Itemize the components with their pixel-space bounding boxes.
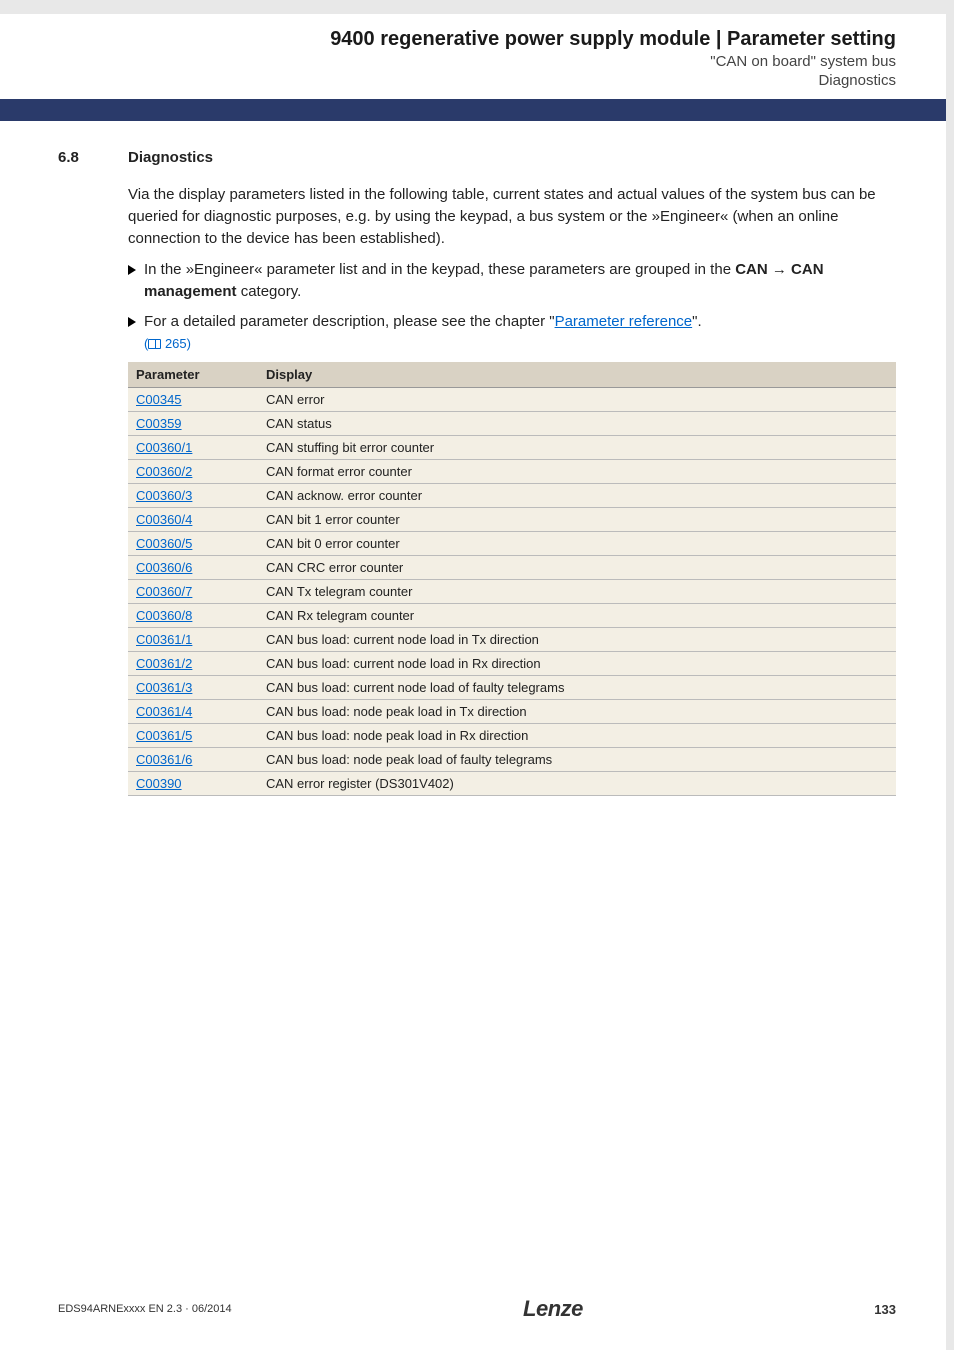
display-cell: CAN bus load: node peak load of faulty t… xyxy=(258,748,896,772)
parameter-link[interactable]: C00359 xyxy=(136,416,182,431)
table-row: C00361/5 CAN bus load: node peak load in … xyxy=(128,724,896,748)
bullet-2: For a detailed parameter description, pl… xyxy=(144,311,702,355)
display-cell: CAN Rx telegram counter xyxy=(258,604,896,628)
display-cell: CAN bus load: node peak load in Rx direc… xyxy=(258,724,896,748)
parameter-link[interactable]: C00390 xyxy=(136,776,182,791)
table-row: C00360/2 CAN format error counter xyxy=(128,460,896,484)
table-row: C00360/4 CAN bit 1 error counter xyxy=(128,508,896,532)
display-cell: CAN bus load: current node load in Rx di… xyxy=(258,652,896,676)
parameter-link[interactable]: C00361/6 xyxy=(136,752,192,767)
table-row: C00359 CAN status xyxy=(128,412,896,436)
table-row: C00360/6 CAN CRC error counter xyxy=(128,556,896,580)
parameter-link[interactable]: C00360/7 xyxy=(136,584,192,599)
table-row: C00361/1 CAN bus load: current node load … xyxy=(128,628,896,652)
display-cell: CAN error xyxy=(258,388,896,412)
parameter-link[interactable]: C00361/4 xyxy=(136,704,192,719)
table-row: C00360/5 CAN bit 0 error counter xyxy=(128,532,896,556)
doc-title: 9400 regenerative power supply module | … xyxy=(0,28,896,51)
parameter-link[interactable]: C00360/3 xyxy=(136,488,192,503)
display-cell: CAN format error counter xyxy=(258,460,896,484)
parameter-link[interactable]: C00360/8 xyxy=(136,608,192,623)
display-cell: CAN acknow. error counter xyxy=(258,484,896,508)
bullet-1: In the »Engineer« parameter list and in … xyxy=(144,259,896,303)
parameter-link[interactable]: C00360/2 xyxy=(136,464,192,479)
display-cell: CAN CRC error counter xyxy=(258,556,896,580)
page-reference[interactable]: ( 265) xyxy=(144,336,191,351)
table-row: C00361/6 CAN bus load: node peak load of … xyxy=(128,748,896,772)
page-number: 133 xyxy=(874,1302,896,1317)
table-row: C00360/7 CAN Tx telegram counter xyxy=(128,580,896,604)
display-cell: CAN bus load: current node load in Tx di… xyxy=(258,628,896,652)
parameter-table: Parameter Display C00345CAN errorC00359C… xyxy=(128,362,896,796)
doc-subtitle-1: "CAN on board" system bus xyxy=(0,53,896,70)
header-divider xyxy=(0,99,946,121)
display-cell: CAN bit 1 error counter xyxy=(258,508,896,532)
display-cell: CAN error register (DS301V402) xyxy=(258,772,896,796)
intro-paragraph: Via the display parameters listed in the… xyxy=(128,184,896,249)
lenze-logo: Lenze xyxy=(523,1296,583,1322)
table-row: C00360/8 CAN Rx telegram counter xyxy=(128,604,896,628)
table-row: C00360/1 CAN stuffing bit error counter xyxy=(128,436,896,460)
display-cell: CAN bus load: node peak load in Tx direc… xyxy=(258,700,896,724)
bullet-icon xyxy=(128,265,136,275)
table-row: C00345 CAN error xyxy=(128,388,896,412)
parameter-link[interactable]: C00361/2 xyxy=(136,656,192,671)
table-header-parameter: Parameter xyxy=(128,362,258,388)
parameter-link[interactable]: C00360/5 xyxy=(136,536,192,551)
table-row: C00361/3 CAN bus load: current node load … xyxy=(128,676,896,700)
table-row: C00390 CAN error register (DS301V402) xyxy=(128,772,896,796)
display-cell: CAN status xyxy=(258,412,896,436)
book-icon xyxy=(148,339,161,349)
section-title: Diagnostics xyxy=(128,149,213,166)
footer-docid: EDS94ARNExxxx EN 2.3 · 06/2014 xyxy=(58,1303,232,1315)
table-row: C00361/4 CAN bus load: node peak load in … xyxy=(128,700,896,724)
display-cell: CAN bus load: current node load of fault… xyxy=(258,676,896,700)
section-number: 6.8 xyxy=(58,149,128,166)
parameter-link[interactable]: C00361/1 xyxy=(136,632,192,647)
table-row: C00360/3 CAN acknow. error counter xyxy=(128,484,896,508)
bullet-icon xyxy=(128,317,136,327)
display-cell: CAN stuffing bit error counter xyxy=(258,436,896,460)
table-row: C00361/2 CAN bus load: current node load … xyxy=(128,652,896,676)
parameter-link[interactable]: C00360/6 xyxy=(136,560,192,575)
doc-subtitle-2: Diagnostics xyxy=(0,72,896,89)
parameter-link[interactable]: C00360/4 xyxy=(136,512,192,527)
parameter-link[interactable]: C00360/1 xyxy=(136,440,192,455)
parameter-link[interactable]: C00361/5 xyxy=(136,728,192,743)
display-cell: CAN Tx telegram counter xyxy=(258,580,896,604)
parameter-reference-link[interactable]: Parameter reference xyxy=(555,313,693,330)
display-cell: CAN bit 0 error counter xyxy=(258,532,896,556)
parameter-link[interactable]: C00361/3 xyxy=(136,680,192,695)
parameter-link[interactable]: C00345 xyxy=(136,392,182,407)
table-header-display: Display xyxy=(258,362,896,388)
